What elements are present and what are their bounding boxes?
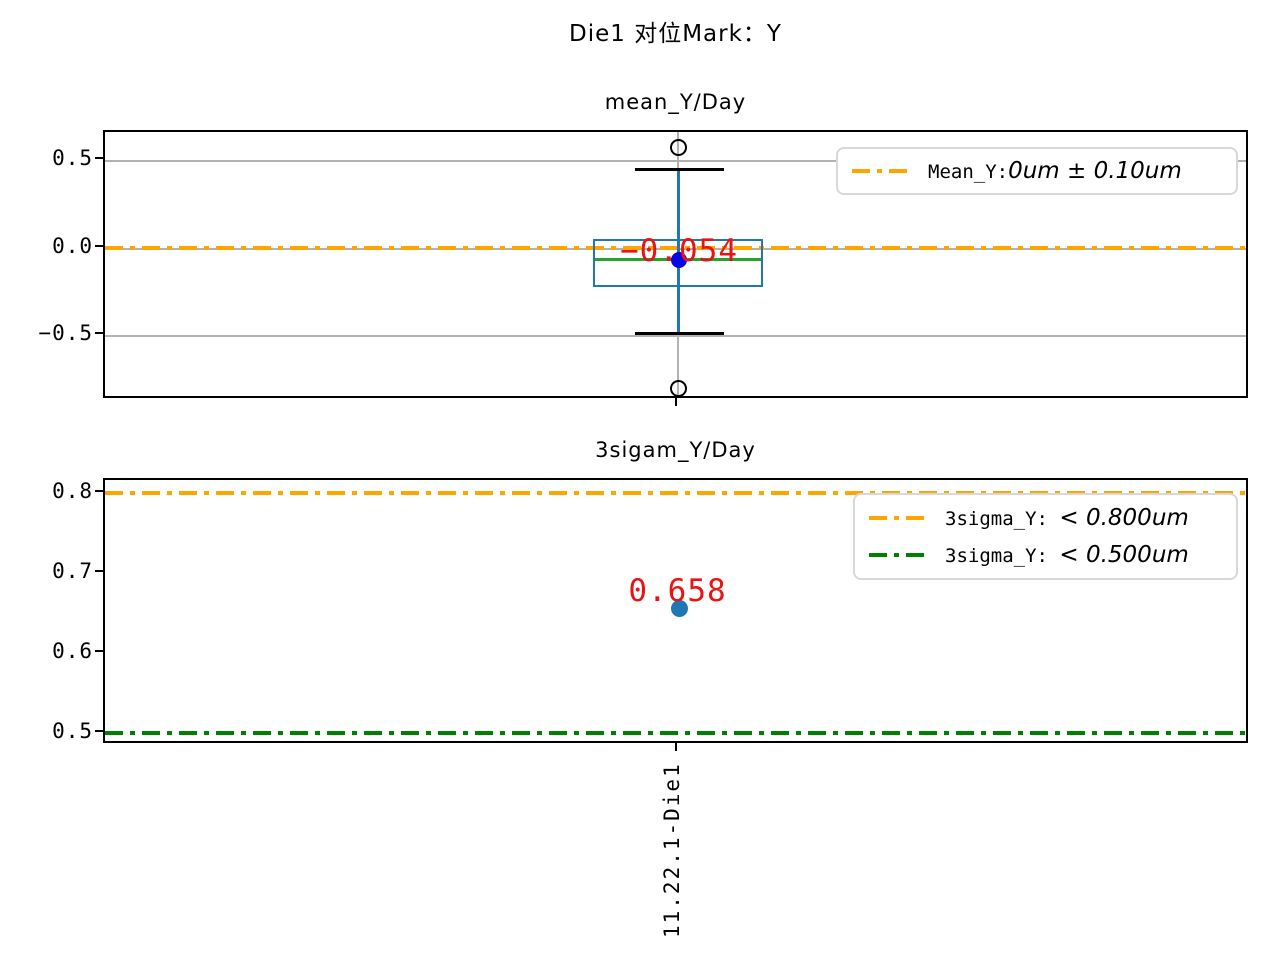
- boxplot-whisker-line: [677, 169, 680, 334]
- xtick-label-category: 11.22.1-Die1: [660, 762, 684, 938]
- boxplot-outlier-low: [670, 380, 687, 397]
- bottom-chart-legend: 3sigma_Y: < 0.800um 3sigma_Y: < 0.500um: [853, 493, 1238, 580]
- legend-entry-limit-0.5: 3sigma_Y: < 0.500um: [869, 537, 1226, 575]
- legend-label-plain: 3sigma_Y:: [945, 545, 1060, 568]
- ytick-mark: [95, 650, 103, 652]
- sigma-value-annotation: 0.658: [628, 573, 727, 609]
- legend-label-plain: Mean_Y:: [928, 161, 1009, 183]
- xtick-mark: [675, 743, 677, 751]
- dashdot-line-icon: [869, 515, 927, 520]
- bottom-chart-plot-area: 0.658: [103, 478, 1248, 743]
- ytick-mark: [95, 157, 103, 159]
- ytick-label: 0.0: [52, 234, 93, 258]
- boxplot-outlier-high: [670, 139, 687, 156]
- ytick-mark: [95, 730, 103, 732]
- sigma-data-point: [671, 600, 688, 617]
- ytick-label: 0.8: [52, 479, 93, 503]
- boxplot-cap-upper: [635, 168, 724, 171]
- mean-limit-line: [105, 246, 1246, 250]
- figure-title: Die1 对位Mark：Y: [569, 21, 782, 47]
- legend-label-plain: 3sigma_Y:: [945, 507, 1060, 530]
- legend-label-math: < 0.800um: [1059, 504, 1189, 531]
- top-chart-legend: Mean_Y:0um ± 0.10um: [836, 147, 1238, 195]
- gridline-y-neg0.5: [105, 335, 1246, 337]
- legend-label: 3sigma_Y: < 0.500um: [945, 542, 1189, 568]
- ytick-label: 0.6: [52, 639, 93, 663]
- ytick-label: −0.5: [38, 321, 93, 345]
- dashdot-line-icon: [852, 169, 910, 173]
- bottom-chart-title: 3sigam_Y/Day: [595, 438, 756, 462]
- boxplot-cap-lower: [635, 332, 724, 335]
- legend-entry-mean-limit: Mean_Y:0um ± 0.10um: [852, 153, 1226, 189]
- boxplot-box: [593, 239, 763, 287]
- ytick-label: 0.5: [52, 719, 93, 743]
- mean-value-annotation: −0.054: [620, 233, 738, 269]
- legend-entry-limit-0.8: 3sigma_Y: < 0.800um: [869, 499, 1226, 537]
- gridline-y-0.5: [105, 160, 1246, 162]
- legend-label: Mean_Y:0um ± 0.10um: [928, 158, 1182, 184]
- boxplot-mean-marker: [671, 252, 687, 268]
- dashdot-line-icon: [869, 553, 927, 558]
- ytick-mark: [95, 245, 103, 247]
- ytick-label: 0.5: [52, 146, 93, 170]
- legend-label: 3sigma_Y: < 0.800um: [945, 505, 1189, 531]
- top-chart-title: mean_Y/Day: [604, 90, 747, 114]
- ytick-mark: [95, 570, 103, 572]
- ytick-mark: [95, 490, 103, 492]
- legend-label-math: < 0.500um: [1059, 542, 1189, 569]
- top-chart-plot-area: −0.054: [103, 130, 1248, 398]
- sigma-limit-line-0.8: [105, 491, 1246, 495]
- legend-label-math: 0um ± 0.10um: [1008, 158, 1182, 184]
- ytick-label: 0.7: [52, 559, 93, 583]
- ytick-mark: [95, 332, 103, 334]
- sigma-limit-line-0.5: [105, 731, 1246, 735]
- xtick-mark: [675, 398, 677, 406]
